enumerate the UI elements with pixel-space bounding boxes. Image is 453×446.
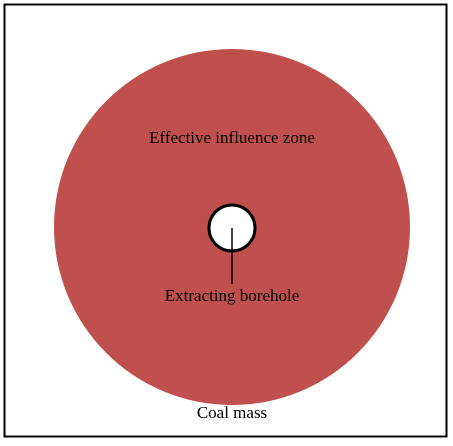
mass-label: Coal mass <box>197 403 267 422</box>
borehole-label: Extracting borehole <box>165 286 300 305</box>
zone-label: Effective influence zone <box>149 128 315 147</box>
